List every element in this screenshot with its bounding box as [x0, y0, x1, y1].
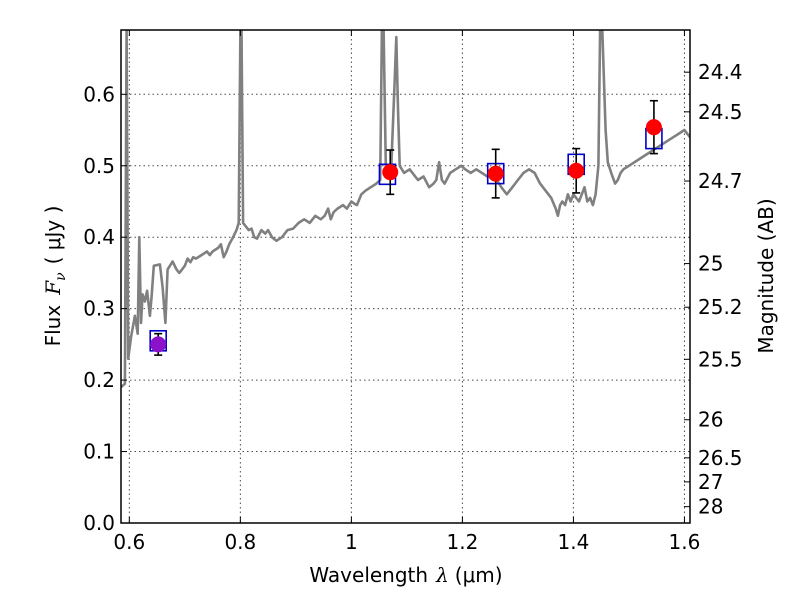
observed-flux-point [487, 165, 504, 182]
y-tick-label: 0.6 [83, 82, 115, 106]
observed-flux-point [645, 119, 662, 136]
y-tick-label: 0.2 [83, 368, 115, 392]
model-spectrum-line [121, 30, 690, 389]
x-tick-label: 1.4 [558, 530, 590, 554]
magnitude-tick-label: 24.4 [698, 60, 743, 84]
plot-frame [120, 29, 691, 524]
x-tick-label: 1 [345, 530, 358, 554]
x-tick-label: 0.8 [224, 530, 256, 554]
magnitude-tick-label: 25.2 [698, 295, 743, 319]
y-tick-label: 0.5 [83, 154, 115, 178]
magnitude-tick-label: 24.7 [698, 169, 743, 193]
y-axis-label: FluxFν( μJy ) [41, 206, 69, 347]
magnitude-tick-label: 26 [698, 408, 723, 432]
x-tick-label: 1.6 [669, 530, 701, 554]
observed-flux-point [150, 336, 167, 353]
magnitude-axis-label: Magnitude (AB) [754, 198, 778, 353]
magnitude-tick-label: 24.5 [698, 100, 743, 124]
y-tick-label: 0.0 [83, 511, 115, 535]
y-tick-label: 0.4 [83, 225, 115, 249]
x-tick-label: 1.2 [446, 530, 478, 554]
y-tick-label: 0.1 [83, 440, 115, 464]
y-axis-ticks: 0.0 0.1 0.2 0.3 0.4 0.5 0.6 [83, 82, 127, 535]
x-axis-label: Wavelength λ (μm) [309, 563, 502, 587]
x-tick-label: 0.6 [113, 530, 145, 554]
magnitude-tick-label: 26.5 [698, 446, 743, 470]
observed-flux-point [382, 164, 399, 181]
magnitude-tick-label: 27 [698, 470, 723, 494]
magnitude-tick-label: 25 [698, 252, 723, 276]
observed-flux-point [568, 162, 585, 179]
y-tick-label: 0.3 [83, 297, 115, 321]
photometry-points [149, 99, 663, 356]
x-axis-ticks: 0.6 0.8 1 1.2 1.4 1.6 [113, 30, 700, 554]
magnitude-tick-label: 28 [698, 495, 723, 519]
magnitude-tick-label: 25.5 [698, 347, 743, 371]
spectrum-layer [121, 30, 690, 389]
